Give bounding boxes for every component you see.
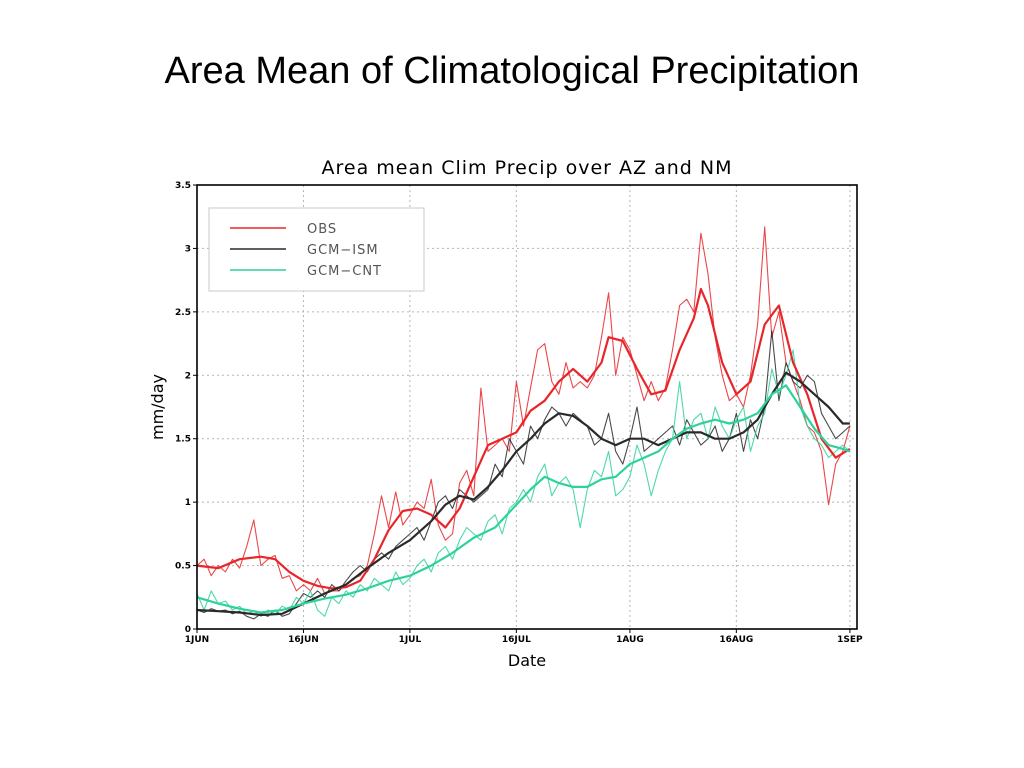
- series-line-gcm-ism-smoothed: [196, 371, 850, 617]
- chart-title: Area mean Clim Precip over AZ and NM: [322, 157, 733, 179]
- plot-frame: [196, 184, 858, 630]
- series-line-obs-daily: [196, 226, 851, 595]
- x-tick-label: 1JUN: [185, 635, 209, 645]
- y-tick-label: 2: [185, 371, 191, 381]
- x-tick-label: 16AUG: [719, 635, 753, 645]
- x-tick-label: 1SEP: [837, 635, 863, 645]
- legend: OBS GCM−ISM GCM−CNT: [208, 207, 425, 292]
- y-tick-label: 0.5: [175, 562, 191, 572]
- series-line-obs-smoothed: [196, 287, 851, 590]
- y-tick-label: 3.5: [175, 181, 191, 191]
- series-line-gcm-cnt-daily: [196, 349, 851, 617]
- legend-label-obs: OBS: [307, 222, 337, 237]
- y-tick-label: 3: [185, 244, 191, 254]
- y-tick-label: 1: [185, 498, 191, 508]
- series-lines: [196, 226, 851, 620]
- slide-title: Area Mean of Climatological Precipitatio…: [164, 50, 860, 92]
- series-line-gcm-ism-daily: [196, 330, 851, 620]
- x-tick-label: 16JUN: [288, 635, 319, 645]
- y-tick-label: 0: [185, 625, 191, 635]
- y-tick-label: 2.5: [175, 308, 191, 318]
- x-tick-label: 1JUL: [399, 635, 422, 645]
- y-axis-title: mm/day: [148, 374, 167, 440]
- legend-label-gcm-ism: GCM−ISM: [307, 243, 379, 258]
- x-tick-label: 16JUL: [502, 635, 531, 645]
- y-tick-label: 1.5: [175, 435, 191, 445]
- legend-label-gcm-cnt: GCM−CNT: [307, 264, 382, 279]
- axis-ticks: 0 0.5 1 1.5 2 2.5 3 3.5 1JUN 16JUN 1JUL 16JUL 1AUG 16…: [175, 181, 863, 645]
- series-line-gcm-cnt-smoothed: [196, 384, 851, 614]
- x-tick-label: 1AUG: [616, 635, 644, 645]
- x-axis-title: Date: [508, 651, 546, 670]
